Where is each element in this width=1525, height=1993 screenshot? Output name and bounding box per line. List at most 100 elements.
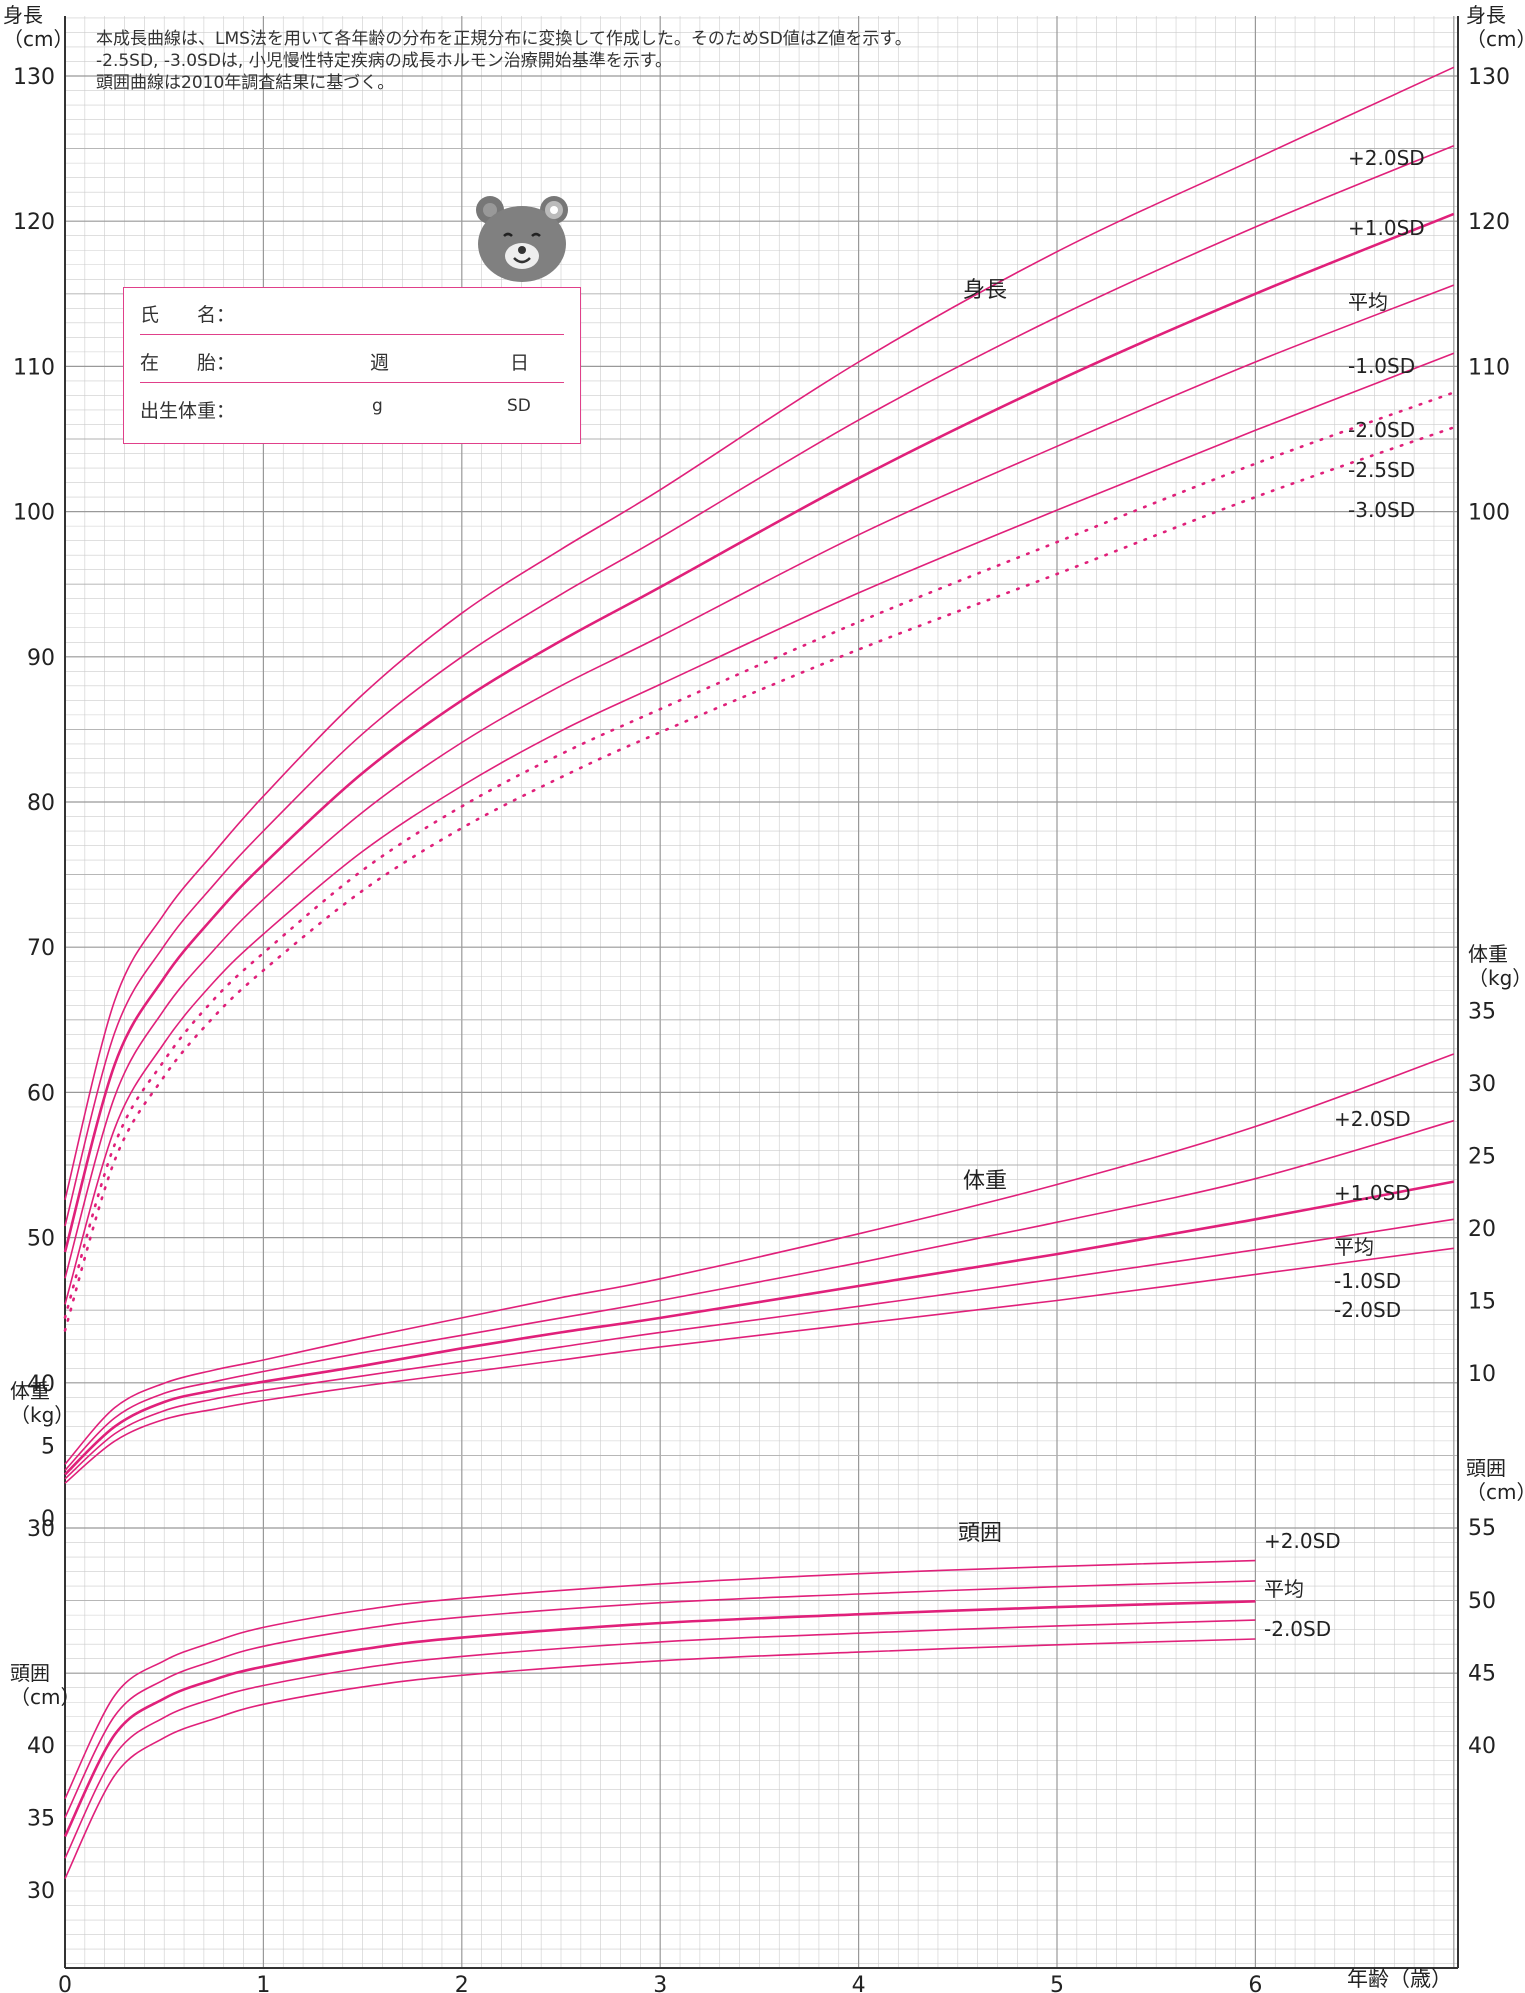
x-tick-5: 5 — [1050, 1973, 1064, 1993]
x-tick-4: 4 — [852, 1973, 866, 1993]
weight-curve-0 — [64, 1053, 1455, 1465]
height-curve-5 — [63, 391, 1456, 1319]
x-axis-label: 年齢（歳） — [1347, 1967, 1452, 1991]
head-curve-0 — [64, 1559, 1256, 1800]
head-axis-label-left-1: （cm） — [10, 1685, 80, 1709]
height-axis-label-left-0: 身長 — [3, 3, 43, 27]
height-axis-label-left-1: （cm） — [3, 27, 73, 51]
birth-weight-row: 出生体重： g SD — [140, 384, 564, 428]
patient-info-box: 氏 名： 在 胎： 週 日 出生体重： g SD — [123, 287, 581, 444]
weight-tick-right-35: 35 — [1468, 1000, 1496, 1025]
weight-axis-label-left-0: 体重 — [10, 1379, 50, 1403]
head-axis-label-right-0: 頭囲 — [1466, 1456, 1506, 1480]
height-tick-left-40: 40 — [27, 1372, 55, 1397]
height-curve-3 — [64, 284, 1455, 1279]
height-series-label-6: -3.0SD — [1348, 498, 1415, 522]
head-series-label-0: +2.0SD — [1264, 1529, 1341, 1553]
weight-tick-right-15: 15 — [1468, 1290, 1496, 1315]
birth-weight-label: 出生体重： — [140, 400, 236, 422]
note-lms: 本成長曲線は、LMS法を用いて各年齢の分布を正規分布に変換して作成した。そのため… — [96, 29, 912, 49]
gram-unit: g — [372, 396, 383, 416]
height-series-label-0: +2.0SD — [1348, 146, 1425, 170]
weight-tick-right-30: 30 — [1468, 1072, 1496, 1097]
gestation-row: 在 胎： 週 日 — [140, 336, 564, 380]
weight-curve-2 — [64, 1180, 1455, 1476]
head-tick-right-50: 50 — [1468, 1589, 1496, 1614]
height-tick-left-70: 70 — [27, 936, 55, 961]
head-tick-right-45: 45 — [1468, 1661, 1496, 1686]
x-tick-0: 0 — [58, 1973, 72, 1993]
x-tick-3: 3 — [653, 1973, 667, 1993]
x-tick-1: 1 — [256, 1973, 270, 1993]
sd-unit: SD — [507, 396, 531, 416]
weight-tick-right-25: 25 — [1468, 1145, 1496, 1170]
height-curve-1 — [64, 144, 1455, 1227]
height-tick-left-130: 130 — [13, 65, 55, 90]
head-axis-label-left-0: 頭囲 — [10, 1661, 50, 1685]
height-tick-left-80: 80 — [27, 791, 55, 816]
height-tick-left-90: 90 — [27, 646, 55, 671]
height-series-label-1: +1.0SD — [1348, 216, 1425, 240]
height-axis-label-right-1: （cm） — [1466, 27, 1525, 51]
head-series-label-4: -2.0SD — [1264, 1617, 1331, 1641]
head-tick-right-55: 55 — [1468, 1516, 1496, 1541]
weight-axis-label-left-1: （kg） — [10, 1403, 74, 1427]
height-tick-left-30: 30 — [27, 1517, 55, 1542]
x-tick-6: 6 — [1248, 1973, 1262, 1993]
height-tick-left-110: 110 — [13, 355, 55, 380]
height-series-label-5: -2.5SD — [1348, 458, 1415, 482]
weight-series-label-0: +2.0SD — [1334, 1107, 1411, 1131]
height-curve-2 — [63, 212, 1455, 1253]
weight-curve-3 — [64, 1218, 1454, 1480]
weight-tick-left-5: 5 — [41, 1435, 55, 1460]
weight-tick-right-20: 20 — [1468, 1217, 1496, 1242]
head-curve-2 — [63, 1600, 1256, 1838]
height-tick-right-100: 100 — [1468, 501, 1510, 526]
note-head-circumference: 頭囲曲線は2010年調査結果に基づく。 — [96, 73, 395, 93]
name-row: 氏 名： — [140, 288, 564, 332]
x-tick-2: 2 — [455, 1973, 469, 1993]
height-curve-4 — [64, 352, 1455, 1305]
weight-axis-label-right-0: 体重 — [1468, 942, 1508, 966]
head-title: 頭囲 — [958, 1521, 1002, 1546]
head-series-label-2: 平均 — [1264, 1577, 1304, 1601]
weight-series-label-3: -1.0SD — [1334, 1269, 1401, 1293]
weight-curve-1 — [64, 1119, 1455, 1471]
head-tick-left-35: 35 — [27, 1807, 55, 1832]
height-tick-right-120: 120 — [1468, 210, 1510, 235]
height-tick-left-60: 60 — [27, 1081, 55, 1106]
height-series-label-2: 平均 — [1348, 290, 1388, 314]
weight-tick-left-0: 0 — [41, 1507, 55, 1532]
weight-series-label-1: +1.0SD — [1334, 1181, 1411, 1205]
height-series-label-3: -1.0SD — [1348, 354, 1415, 378]
head-curve-1 — [64, 1580, 1256, 1818]
height-tick-right-110: 110 — [1468, 355, 1510, 380]
weight-series-label-2: 平均 — [1334, 1235, 1374, 1259]
head-tick-left-40: 40 — [27, 1734, 55, 1759]
weight-series-label-4: -2.0SD — [1334, 1298, 1401, 1322]
height-title: 身長 — [963, 278, 1007, 303]
gestation-label: 在 胎： — [140, 352, 236, 374]
height-tick-right-130: 130 — [1468, 65, 1510, 90]
day-unit: 日 — [510, 352, 530, 374]
height-curve-6 — [63, 426, 1456, 1332]
bear-mascot-icon — [476, 196, 568, 282]
height-series-label-4: -2.0SD — [1348, 418, 1415, 442]
weight-axis-label-right-1: （kg） — [1468, 966, 1525, 990]
name-label: 氏 名： — [140, 304, 236, 326]
axis-labels: 30405060708090100110120130100110120130身長… — [3, 3, 1525, 1993]
growth-curves — [63, 66, 1456, 1879]
weight-title: 体重 — [963, 1169, 1007, 1194]
weight-tick-right-10: 10 — [1468, 1362, 1496, 1387]
height-tick-left-120: 120 — [13, 210, 55, 235]
head-curve-4 — [64, 1638, 1256, 1879]
height-tick-left-50: 50 — [27, 1227, 55, 1252]
weight-curve-4 — [64, 1247, 1454, 1484]
head-curve-3 — [64, 1619, 1256, 1859]
note-treatment-criteria: -2.5SD, -3.0SDは, 小児慢性特定疾病の成長ホルモン治療開始基準を示… — [96, 51, 673, 71]
week-unit: 週 — [370, 352, 390, 374]
height-axis-label-right-0: 身長 — [1466, 3, 1506, 27]
height-curve-0 — [64, 66, 1455, 1200]
height-tick-left-100: 100 — [13, 501, 55, 526]
